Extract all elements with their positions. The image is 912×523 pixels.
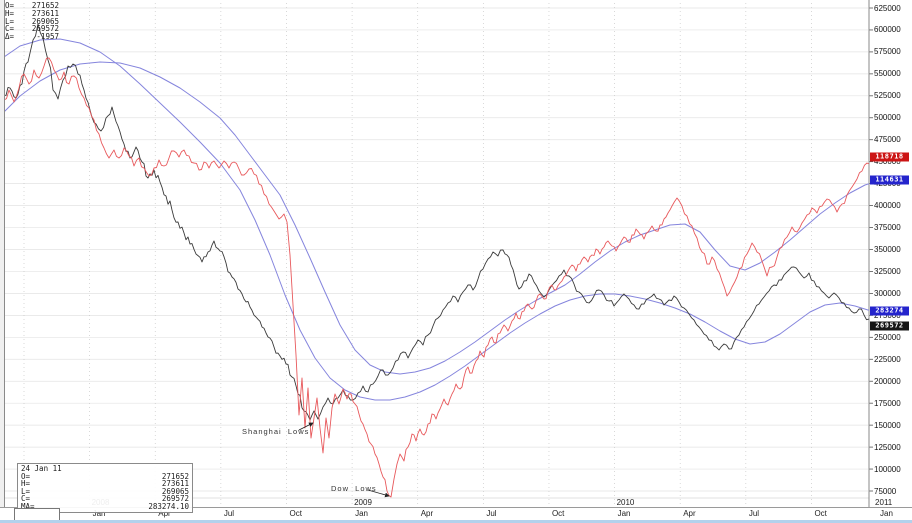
x-axis-month-label: Apr <box>683 509 696 518</box>
x-axis-year-label: 2009 <box>354 498 372 507</box>
y-axis-tick-label: 350000 <box>874 245 901 254</box>
quote-panel: O= 271652 H= 273611 L= 269065 C= 269572 Δ= -1957 <box>5 2 59 41</box>
y-axis-tick-label: 100000 <box>874 464 901 474</box>
quote-value: 269065 <box>31 16 59 26</box>
dow-moving-average-line <box>4 61 869 375</box>
y-axis-tick-label: 125000 <box>874 442 901 452</box>
info-box-row: H= 273611 <box>21 480 189 488</box>
y-axis-tick-label: 325000 <box>874 266 901 276</box>
quote-label: L= <box>5 16 15 26</box>
y-axis-tick-label: 600000 <box>874 25 901 35</box>
y-axis-tick-label: 575000 <box>874 47 901 57</box>
y-axis-tick-label: 250000 <box>874 332 901 342</box>
quote-row: Δ= -1957 <box>5 33 59 41</box>
info-value: 283274.10 <box>148 501 189 511</box>
x-axis-month-label: Jan <box>617 509 631 518</box>
info-label: C= <box>21 494 31 504</box>
quote-row: O= 271652 <box>5 2 59 10</box>
info-value: 269065 <box>161 486 189 496</box>
y-axis-tick-label: 400000 <box>874 201 901 211</box>
info-box-row: O= 271652 <box>21 471 189 481</box>
info-value: 273611 <box>161 479 189 489</box>
annotation-arrow <box>367 489 390 498</box>
price-marker-label: 283274 <box>870 306 909 316</box>
price-marker-label: 114631 <box>870 175 909 185</box>
y-axis-tick-label: 200000 <box>874 376 901 386</box>
y-axis-tick-label: 625000 <box>874 3 901 13</box>
x-axis-month-label: Jan <box>880 509 893 518</box>
info-label: MA= <box>21 501 35 511</box>
x-axis-month-label: Oct <box>289 509 302 518</box>
y-axis-tick-label: 450000 <box>874 157 901 167</box>
quote-label: Δ= <box>5 32 15 42</box>
price-marker-label: 118718 <box>870 152 909 162</box>
x-axis-month-label: Jul <box>486 509 497 518</box>
window-edge-bar <box>0 520 912 523</box>
dow-jones-own-scale-x10--line <box>4 57 869 498</box>
quote-value: 269572 <box>31 24 59 34</box>
price-marker-label: 269572 <box>870 321 909 331</box>
quote-label: C= <box>5 24 15 34</box>
left-tick-rail <box>0 0 5 507</box>
info-label: H= <box>21 479 31 489</box>
x-axis-month-label: Jan <box>355 509 368 518</box>
x-axis-month-label: Oct <box>814 509 827 518</box>
quote-value: 273611 <box>31 8 59 18</box>
shanghai-composite-x100--line <box>4 23 869 421</box>
x-axis-month-label: Apr <box>420 509 434 518</box>
y-axis-tick-label: 475000 <box>874 135 901 145</box>
quote-value: 271652 <box>31 1 59 10</box>
y-axis-tick-label: 150000 <box>874 420 901 430</box>
x-axis-month-label: Jul <box>223 509 235 518</box>
quote-label: O= <box>5 1 15 10</box>
y-axis-tick-label: 300000 <box>874 288 901 298</box>
cursor-date-text: 24 Jan 11 <box>21 464 62 473</box>
x-axis-year-label: 2010 <box>616 498 635 507</box>
x-axis-month-label: Jul <box>748 509 760 518</box>
info-label: O= <box>21 471 31 481</box>
quote-label: H= <box>5 8 15 18</box>
y-axis-tick-label: 500000 <box>874 113 901 123</box>
info-box-row: L= 269065 <box>21 488 189 496</box>
info-label: L= <box>21 486 31 496</box>
info-box-row: MA= 283274.10 <box>21 503 189 511</box>
x-axis-month-label: Jan <box>92 509 106 518</box>
y-axis-tick-label: 75000 <box>874 486 897 496</box>
y-axis-tick-label: 550000 <box>874 69 901 79</box>
y-axis-tick-label: 175000 <box>874 398 901 408</box>
y-axis-tick-label: 525000 <box>874 91 901 101</box>
y-axis-tick-label: 225000 <box>874 354 901 364</box>
cursor-info-box: 24 Jan 11 O= 271652 H= 273611 L= 269065 C= 2695… <box>17 463 193 513</box>
quote-value: -1957 <box>36 32 59 42</box>
quote-row: C= 269572 <box>5 25 59 33</box>
shanghai-moving-average-line <box>4 38 869 401</box>
info-box-row: C= 269572 <box>21 495 189 503</box>
x-axis-month-label: Oct <box>551 509 565 518</box>
annotation-shanghai-lows: Shanghai Lows <box>242 427 310 436</box>
y-axis-tick-label: 375000 <box>874 223 901 233</box>
info-value: 271652 <box>161 471 189 481</box>
cursor-date: 24 Jan 11 <box>21 465 189 473</box>
annotation-arrow <box>298 422 314 431</box>
x-axis-month-label: Apr <box>158 509 171 518</box>
quote-row: H= 273611 <box>5 8 59 18</box>
info-value: 269572 <box>161 494 189 504</box>
quote-row: L= 269065 <box>5 16 59 26</box>
x-axis-year-label: 2011 <box>875 498 893 507</box>
annotation-dow-lows: Dow Lows <box>331 484 377 493</box>
